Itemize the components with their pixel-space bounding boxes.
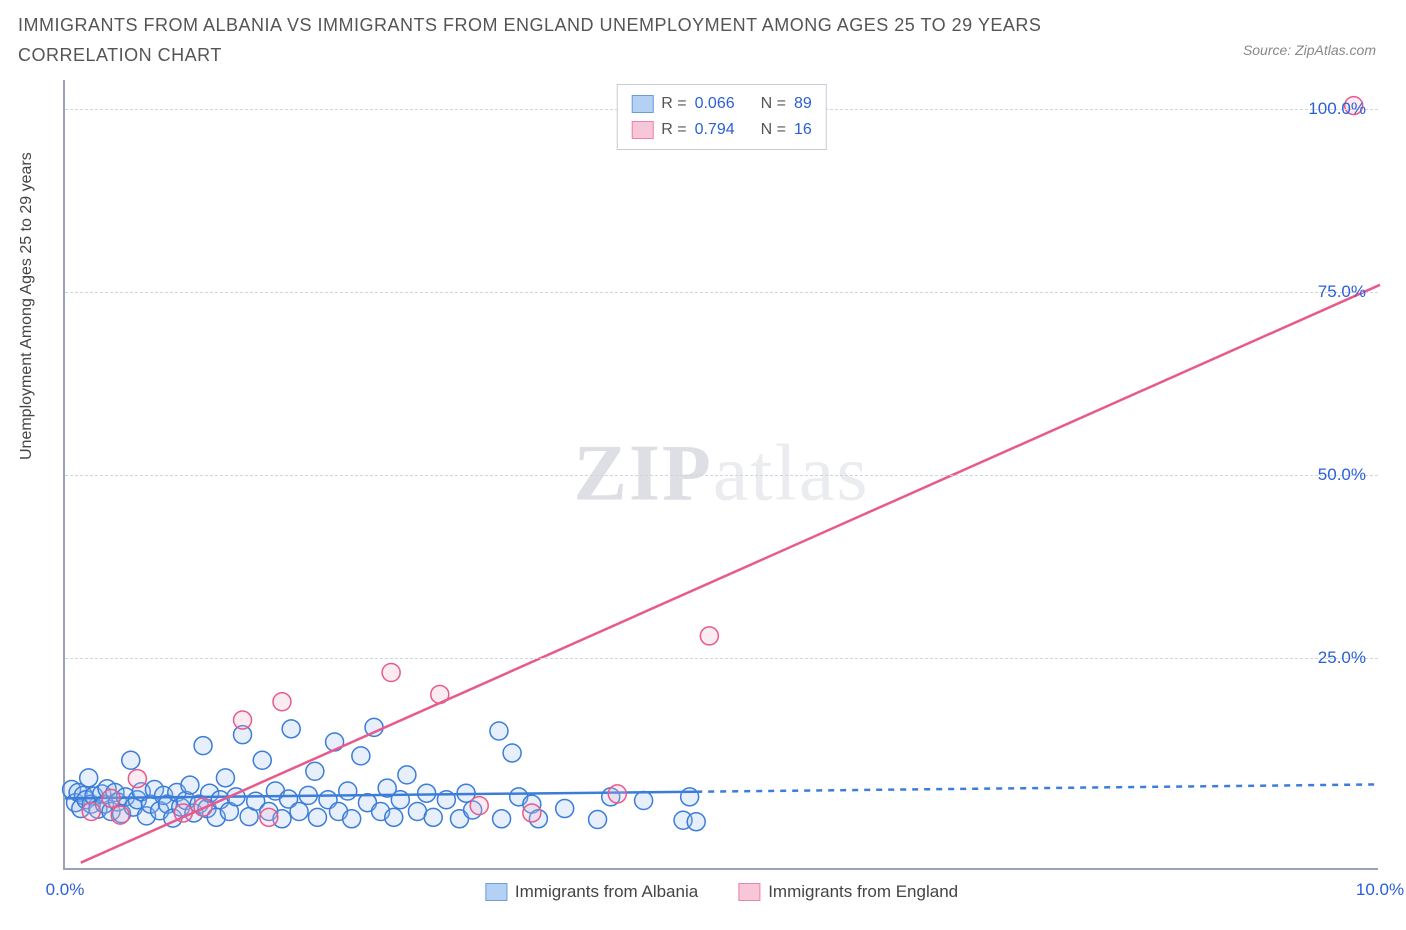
plot-area: ZIPatlas R = 0.066 N = 89 R = 0.794 N = …	[63, 80, 1378, 870]
ytick-label: 100.0%	[1308, 99, 1366, 119]
data-point-england	[260, 808, 278, 826]
source-credit: Source: ZipAtlas.com	[1243, 42, 1376, 58]
legend-label-england: Immigrants from England	[768, 882, 958, 902]
data-point-albania	[556, 800, 574, 818]
legend-label-albania: Immigrants from Albania	[515, 882, 698, 902]
data-point-albania	[216, 769, 234, 787]
data-point-albania	[80, 769, 98, 787]
gridline	[65, 292, 1378, 293]
legend-r-value: 0.794	[695, 117, 735, 143]
data-point-england	[128, 770, 146, 788]
data-point-albania	[122, 751, 140, 769]
legend-item-england: Immigrants from England	[738, 882, 958, 902]
data-point-albania	[290, 802, 308, 820]
legend-row-england: R = 0.794 N = 16	[631, 117, 812, 143]
data-point-albania	[308, 808, 326, 826]
gridline	[65, 475, 1378, 476]
data-point-albania	[365, 718, 383, 736]
plot-svg	[65, 80, 1378, 868]
ytick-label: 25.0%	[1318, 648, 1366, 668]
data-point-albania	[398, 766, 416, 784]
data-point-albania	[493, 810, 511, 828]
legend-swatch-england	[631, 121, 653, 139]
data-point-albania	[635, 792, 653, 810]
legend-n-label: N =	[761, 117, 786, 143]
legend-swatch-england	[738, 883, 760, 901]
data-point-albania	[181, 776, 199, 794]
data-point-albania	[352, 747, 370, 765]
data-point-albania	[424, 808, 442, 826]
data-point-albania	[306, 762, 324, 780]
legend-stats: R = 0.066 N = 89 R = 0.794 N = 16	[616, 84, 827, 150]
legend-n-value: 89	[794, 91, 812, 117]
data-point-albania	[339, 782, 357, 800]
xtick-label: 10.0%	[1356, 880, 1404, 900]
data-point-albania	[391, 791, 409, 809]
data-point-england	[382, 664, 400, 682]
data-point-albania	[253, 751, 271, 769]
legend-n-value: 16	[794, 117, 812, 143]
data-point-england	[111, 806, 129, 824]
data-point-albania	[385, 808, 403, 826]
legend-n-label: N =	[761, 91, 786, 117]
chart-title: IMMIGRANTS FROM ALBANIA VS IMMIGRANTS FR…	[18, 10, 1118, 70]
ytick-label: 75.0%	[1318, 282, 1366, 302]
xtick-label: 0.0%	[46, 880, 85, 900]
data-point-albania	[490, 722, 508, 740]
data-point-england	[234, 711, 252, 729]
data-point-albania	[687, 813, 705, 831]
legend-r-label: R =	[661, 91, 686, 117]
data-point-england	[82, 802, 100, 820]
trendline-england	[81, 285, 1380, 863]
ytick-label: 50.0%	[1318, 465, 1366, 485]
data-point-albania	[343, 810, 361, 828]
legend-r-value: 0.066	[695, 91, 735, 117]
legend-swatch-albania	[485, 883, 507, 901]
gridline	[65, 658, 1378, 659]
data-point-england	[102, 789, 120, 807]
y-axis-label: Unemployment Among Ages 25 to 29 years	[18, 152, 36, 460]
legend-r-label: R =	[661, 117, 686, 143]
legend-item-albania: Immigrants from Albania	[485, 882, 698, 902]
data-point-albania	[194, 737, 212, 755]
data-point-albania	[418, 784, 436, 802]
legend-row-albania: R = 0.066 N = 89	[631, 91, 812, 117]
legend-swatch-albania	[631, 95, 653, 113]
data-point-albania	[589, 811, 607, 829]
data-point-albania	[503, 744, 521, 762]
chart-container: IMMIGRANTS FROM ALBANIA VS IMMIGRANTS FR…	[0, 0, 1406, 930]
data-point-albania	[282, 720, 300, 738]
data-point-england	[470, 797, 488, 815]
data-point-england	[273, 693, 291, 711]
data-point-england	[700, 627, 718, 645]
legend-series: Immigrants from Albania Immigrants from …	[485, 882, 958, 902]
data-point-england	[523, 804, 541, 822]
data-point-england	[608, 785, 626, 803]
trendline-dash-albania	[696, 784, 1380, 791]
